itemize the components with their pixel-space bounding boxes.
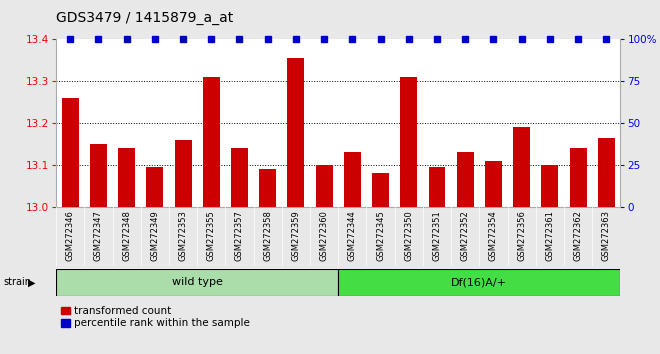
Bar bbox=[62, 98, 79, 207]
Text: GSM272348: GSM272348 bbox=[122, 210, 131, 261]
Bar bbox=[401, 77, 417, 207]
Text: GSM272356: GSM272356 bbox=[517, 210, 526, 261]
Text: GSM272347: GSM272347 bbox=[94, 210, 103, 261]
Bar bbox=[457, 153, 474, 207]
Bar bbox=[315, 165, 333, 207]
Text: GSM272344: GSM272344 bbox=[348, 210, 357, 261]
Bar bbox=[338, 269, 620, 296]
Text: GSM272355: GSM272355 bbox=[207, 210, 216, 261]
Bar bbox=[147, 167, 163, 207]
Bar bbox=[344, 153, 361, 207]
Text: GSM272345: GSM272345 bbox=[376, 210, 385, 261]
Text: GSM272361: GSM272361 bbox=[545, 210, 554, 261]
Text: wild type: wild type bbox=[172, 277, 222, 287]
Text: ▶: ▶ bbox=[28, 277, 36, 287]
Text: GSM272346: GSM272346 bbox=[66, 210, 75, 261]
Bar bbox=[570, 148, 587, 207]
Text: GSM272349: GSM272349 bbox=[150, 210, 159, 261]
Text: GSM272353: GSM272353 bbox=[179, 210, 187, 261]
Bar bbox=[513, 127, 530, 207]
Legend: transformed count, percentile rank within the sample: transformed count, percentile rank withi… bbox=[61, 306, 249, 328]
Text: GSM272350: GSM272350 bbox=[405, 210, 413, 261]
Bar bbox=[428, 167, 446, 207]
Text: strain: strain bbox=[3, 277, 31, 287]
Bar bbox=[56, 269, 338, 296]
Text: Df(16)A/+: Df(16)A/+ bbox=[451, 277, 508, 287]
Text: GSM272362: GSM272362 bbox=[574, 210, 583, 261]
Text: GSM272360: GSM272360 bbox=[319, 210, 329, 261]
Bar bbox=[90, 144, 107, 207]
Text: GSM272358: GSM272358 bbox=[263, 210, 272, 261]
Bar bbox=[203, 77, 220, 207]
Text: GSM272359: GSM272359 bbox=[292, 210, 300, 261]
Bar bbox=[485, 161, 502, 207]
Text: GDS3479 / 1415879_a_at: GDS3479 / 1415879_a_at bbox=[56, 11, 234, 25]
Text: GSM272351: GSM272351 bbox=[432, 210, 442, 261]
Text: GSM272363: GSM272363 bbox=[602, 210, 611, 261]
Bar bbox=[288, 58, 304, 207]
Bar bbox=[598, 138, 614, 207]
Bar bbox=[372, 173, 389, 207]
Text: GSM272352: GSM272352 bbox=[461, 210, 470, 261]
Bar bbox=[175, 140, 191, 207]
Bar bbox=[118, 148, 135, 207]
Text: GSM272357: GSM272357 bbox=[235, 210, 244, 261]
Bar bbox=[541, 165, 558, 207]
Text: GSM272354: GSM272354 bbox=[489, 210, 498, 261]
Bar bbox=[231, 148, 248, 207]
Bar bbox=[259, 169, 276, 207]
